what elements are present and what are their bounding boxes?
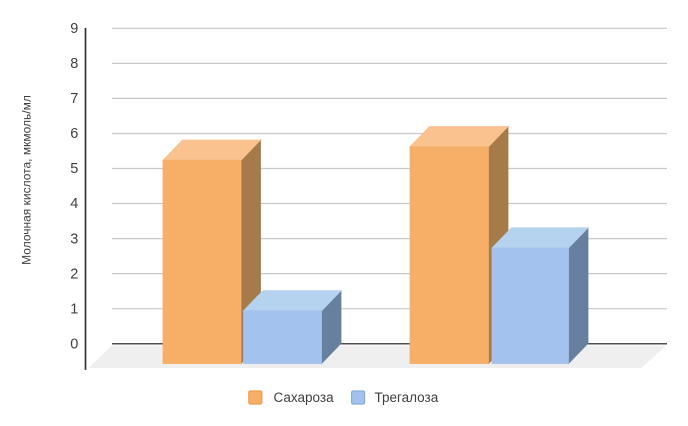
svg-text:8: 8 xyxy=(70,56,78,72)
svg-text:Сахароза: Сахароза xyxy=(274,390,335,405)
svg-text:7: 7 xyxy=(70,91,78,107)
svg-text:6: 6 xyxy=(70,126,78,142)
svg-text:9: 9 xyxy=(70,21,78,37)
svg-text:Трегалоза: Трегалоза xyxy=(375,390,439,405)
svg-text:Молочная кислота, мкмоль/мл: Молочная кислота, мкмоль/мл xyxy=(20,95,34,265)
svg-text:5: 5 xyxy=(70,161,78,177)
svg-text:4: 4 xyxy=(70,196,78,212)
svg-text:0: 0 xyxy=(70,336,78,352)
svg-text:1: 1 xyxy=(70,301,78,317)
svg-text:3: 3 xyxy=(70,231,78,247)
svg-text:2: 2 xyxy=(70,266,78,282)
